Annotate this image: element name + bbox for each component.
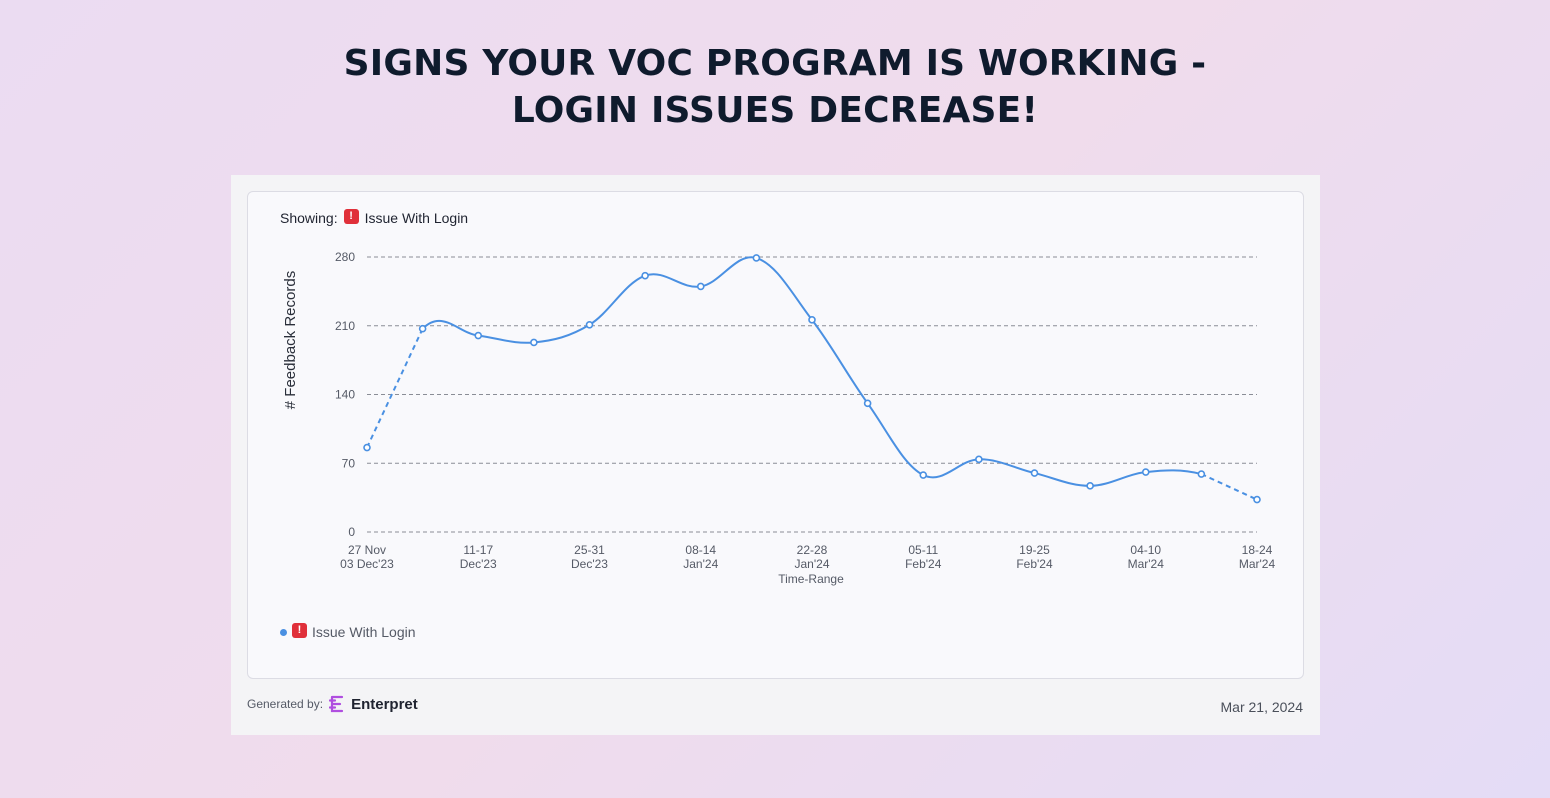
report-panel: Showing: ! Issue With Login 0 70 140 210 280… (231, 175, 1320, 735)
data-point[interactable] (530, 338, 538, 347)
data-point[interactable] (363, 443, 371, 452)
showing-filter-name: Issue With Login (364, 210, 469, 226)
exclamation-icon: ! (343, 208, 359, 224)
data-point[interactable] (585, 320, 594, 329)
x-axis-ticks: 27 Nov 03 Dec'23 11-17 Dec'23 25-31 Dec'23 08-… (340, 543, 1275, 571)
exclamation-icon: ! (292, 622, 307, 638)
headline-line-2: LOGIN ISSUES DECREASE! (511, 90, 1039, 131)
data-point[interactable] (1141, 468, 1150, 476)
series-line-partial-end (1200, 473, 1258, 501)
data-point[interactable] (975, 455, 983, 464)
y-axis-label: # Feedback Records (282, 271, 299, 409)
x-axis-label: Time-Range (778, 572, 844, 586)
data-point[interactable] (1253, 495, 1261, 504)
y-tick-label: 210 (335, 319, 355, 333)
enterpret-logo-icon (329, 695, 344, 713)
data-point[interactable] (641, 271, 649, 280)
generated-by-label: Generated by: (247, 697, 324, 711)
data-point[interactable] (1197, 470, 1206, 478)
x-tick-label: 11-17 Dec'23 (460, 543, 497, 571)
data-point[interactable] (696, 282, 705, 291)
grid-lines (367, 256, 1257, 533)
data-point[interactable] (1030, 469, 1039, 477)
page-headline: SIGNS YOUR VOC PROGRAM IS WORKING - LOGI… (0, 40, 1550, 134)
legend-marker (280, 628, 287, 636)
brand-name: Enterpret (351, 695, 418, 713)
data-point[interactable] (919, 471, 928, 479)
y-tick-label: 70 (342, 456, 356, 470)
data-point[interactable] (1086, 482, 1094, 490)
showing-label: Showing: (280, 210, 338, 226)
chart-legend[interactable]: ! Issue With Login (280, 622, 416, 640)
data-point[interactable] (418, 324, 427, 333)
x-tick-label: 22-28 Jan'24 (795, 543, 830, 571)
x-tick-label: 05-11 Feb'24 (905, 543, 942, 571)
series-line (421, 256, 1202, 487)
data-point[interactable] (752, 254, 761, 262)
y-axis-ticks: 0 70 140 210 280 (335, 250, 355, 539)
generated-by: Generated by: Enterpret (247, 695, 418, 713)
series-issue-with-login (363, 254, 1261, 504)
chart-card: Showing: ! Issue With Login 0 70 140 210 280… (247, 191, 1304, 679)
headline-line-1: SIGNS YOUR VOC PROGRAM IS WORKING - (343, 43, 1207, 84)
x-tick-label: 18-24 Mar'24 (1239, 543, 1276, 571)
legend-label: Issue With Login (312, 624, 416, 640)
report-date: Mar 21, 2024 (1220, 699, 1304, 715)
y-tick-label: 280 (335, 250, 355, 264)
series-line-partial-start (366, 328, 424, 448)
showing-filter: Showing: ! Issue With Login (280, 208, 469, 226)
data-point[interactable] (863, 399, 872, 408)
x-tick-label: 04-10 Mar'24 (1128, 543, 1165, 571)
x-tick-label: 27 Nov 03 Dec'23 (340, 543, 394, 571)
y-tick-label: 140 (335, 388, 355, 402)
x-tick-label: 08-14 Jan'24 (683, 543, 718, 571)
data-point[interactable] (808, 316, 816, 324)
data-point[interactable] (474, 331, 483, 340)
x-tick-label: 25-31 Dec'23 (571, 543, 608, 571)
x-tick-label: 19-25 Feb'24 (1016, 543, 1053, 571)
y-tick-label: 0 (348, 525, 355, 539)
